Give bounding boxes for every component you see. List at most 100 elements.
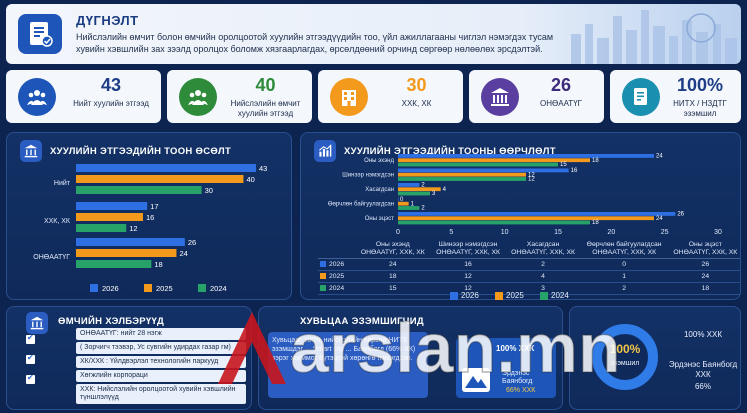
- category-label: Өөрчлөн байгуулагдсан: [328, 201, 394, 208]
- x-tick-label: 30: [714, 229, 722, 236]
- checklist: [26, 333, 35, 395]
- people-group-icon: [179, 78, 217, 116]
- ownership-forms-list: ОНӨААТҮГ: нийт 28 нэгж ( Зорчигч тээвэр,…: [76, 328, 246, 406]
- bar-value-label: 30: [205, 186, 213, 195]
- bar-value-label: 0: [400, 197, 404, 203]
- table-header-cell: Хасагдсан ОНӨААТҮГ, ХХК, ХК: [508, 240, 578, 259]
- table-cell: 18: [358, 270, 428, 283]
- bar-value-label: 16: [571, 168, 578, 174]
- badge-percent: 66% ХХК: [506, 387, 536, 394]
- bar: [398, 168, 569, 173]
- donut-label: эзэмшил: [610, 360, 640, 367]
- table-year-cell: 2025: [318, 270, 358, 283]
- x-tick-label: 25: [661, 229, 669, 236]
- stat-value: 100%: [676, 75, 724, 95]
- table-cell: 1: [577, 270, 671, 283]
- x-tick-label: 0: [396, 229, 400, 236]
- badge-value: 100% ХХК: [496, 344, 535, 353]
- bar: [398, 191, 430, 196]
- stat-label: Нийт хуулийн этгээд: [73, 99, 149, 108]
- bar-value-label: 12: [129, 224, 137, 233]
- bar: [398, 154, 654, 158]
- bar: [398, 206, 420, 210]
- bar: [76, 260, 152, 268]
- bar-value-label: 4: [443, 187, 447, 193]
- table-cell: 4: [508, 270, 578, 283]
- bar-value-label: 40: [246, 175, 254, 184]
- bar: [76, 186, 202, 194]
- document-icon: [622, 78, 660, 116]
- bar: [76, 213, 143, 221]
- right-value: 100% ХХК: [683, 330, 722, 339]
- people-group-icon: [18, 78, 56, 116]
- bar-value-label: 15: [560, 162, 567, 168]
- bar: [398, 162, 558, 167]
- check-icon: [26, 353, 35, 364]
- bar: [76, 202, 148, 210]
- stat-value: 43: [100, 75, 122, 95]
- stat-card-llc: 30 ХХК, ХК: [318, 70, 463, 123]
- bar-value-label: 18: [592, 220, 599, 226]
- category-label: Нийт: [54, 179, 71, 187]
- bar: [76, 249, 177, 257]
- arslan-watermark-logo: arslan.mn: [218, 308, 621, 388]
- bar-value-label: 26: [677, 212, 684, 218]
- category-label: Оны эхэнд: [364, 158, 394, 164]
- mountain-icon: [462, 368, 490, 392]
- year-label: 2024: [329, 285, 345, 292]
- list-item: ХХК: Нийслэлийн оролцоотой хувийн хэвшли…: [76, 384, 246, 404]
- x-tick-label: 10: [501, 229, 509, 236]
- year-label: 2025: [329, 273, 345, 280]
- institution-icon: [26, 312, 48, 334]
- ownership-forms-title: ӨМЧИЙН ХЭЛБЭРҮҮД: [58, 316, 165, 327]
- table-cell: 2: [508, 258, 578, 271]
- legend-swatch: [320, 285, 326, 292]
- bar-value-label: 17: [150, 202, 158, 211]
- table-header-cell: Өөрчлөн байгуулагдсан ОНӨААТҮГ, ХХК, ХК: [577, 240, 671, 259]
- bar: [76, 224, 127, 232]
- report-check-icon: [30, 22, 53, 47]
- city-skyline-illustration: [571, 10, 737, 64]
- bar: [76, 238, 185, 246]
- stat-card-total: 43 Нийт хуулийн этгээд: [6, 70, 161, 123]
- table-header-cell: Оны эцэст ОНӨААТҮГ, ХХК, ХК: [670, 240, 740, 259]
- growth-panel-title: ХУУЛИЙН ЭТГЭЭДИЙН ТООН ӨСӨЛТ: [50, 146, 232, 157]
- table-year-cell: 2026: [318, 258, 358, 271]
- stat-label: ХХК, ХК: [401, 99, 432, 108]
- change-data-table: Оны эхэнд ОНӨААТҮГ, ХХК, ХК Шинээр нэмэг…: [318, 240, 740, 295]
- table-row: 2024 15 12 3 2 18: [318, 282, 740, 295]
- legend-2026: 2026: [450, 291, 479, 300]
- bar: [398, 197, 399, 202]
- x-tick-label: 15: [554, 229, 562, 236]
- bar-value-label: 18: [592, 158, 599, 164]
- bar: [398, 158, 590, 163]
- check-icon: [26, 373, 35, 384]
- table-cell: 12: [427, 270, 509, 283]
- stat-value: 26: [550, 75, 572, 95]
- bar: [398, 177, 526, 181]
- table-cell: 12: [427, 282, 509, 295]
- legend-label: 2025: [156, 284, 173, 293]
- growth-panel: [6, 132, 292, 300]
- category-label: Шинээр нэмэгдсэн: [342, 173, 394, 179]
- check-icon: [26, 333, 35, 344]
- x-tick-label: 5: [449, 229, 453, 236]
- ownership-donut-chart: [592, 324, 658, 390]
- bar-value-label: 16: [146, 213, 154, 222]
- category-label: ХХК, ХК: [44, 218, 71, 225]
- legend-swatch: [90, 284, 98, 292]
- x-tick-label: 20: [607, 229, 615, 236]
- legend-2025: 2025: [495, 291, 524, 300]
- institution-icon: [20, 140, 42, 162]
- change-panel-title: ХУУЛИЙН ЭТГЭЭДИЙН ТООНЫ ӨӨРЧЛӨЛТ: [344, 146, 556, 157]
- bar: [398, 212, 676, 216]
- table-header-cell: Оны эхэнд ОНӨААТҮГ, ХХК, ХК: [358, 240, 428, 259]
- bar: [398, 216, 654, 221]
- bar: [398, 187, 441, 192]
- bar: [398, 183, 420, 187]
- legend-2024: 2024: [540, 291, 569, 300]
- shareholders-title: ХУВЬЦАА ЭЗЭМШИГЧИД: [300, 316, 424, 327]
- stat-value: 40: [255, 75, 276, 95]
- list-item: ХК/ХХК : Үйлдвэрлэл технологийн паркууд: [76, 356, 246, 368]
